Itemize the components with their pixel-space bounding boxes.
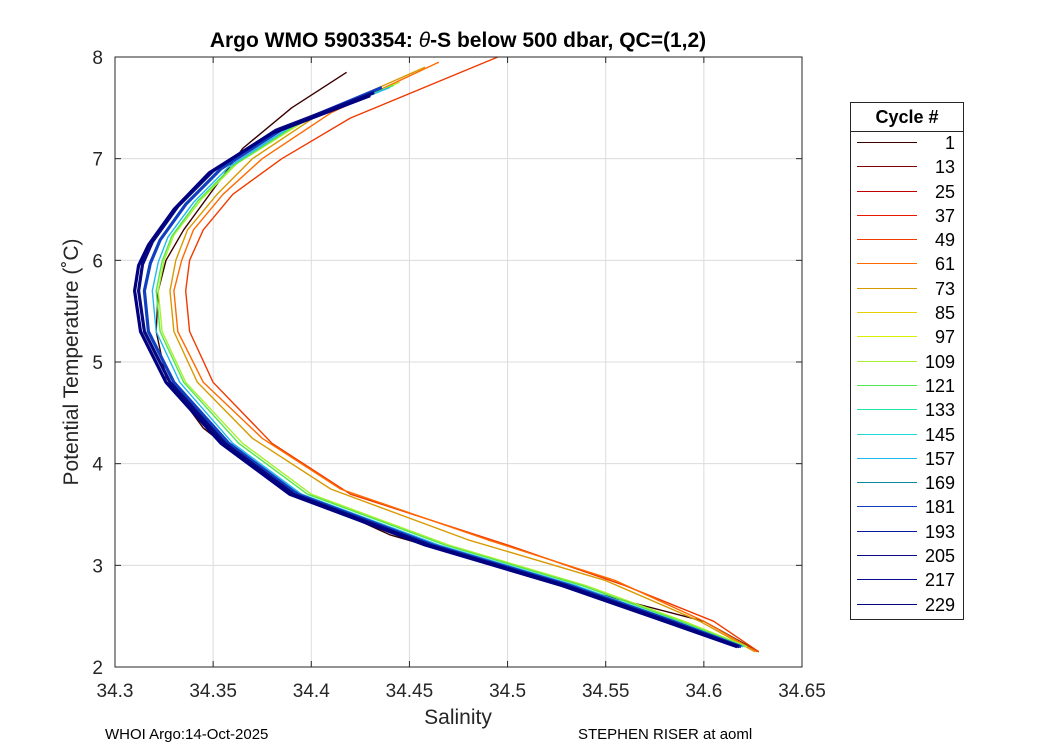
legend-entry-1: 1 [851,132,963,156]
legend-swatch [857,603,917,605]
legend-label: 73 [934,278,955,299]
legend-entry-133: 133 [851,399,963,423]
series-line-cycle-157 [151,86,744,648]
legend-label: 109 [924,351,955,372]
legend-swatch [857,579,917,581]
x-tick-label: 34.4 [293,681,330,702]
legend-entry-73: 73 [851,278,963,302]
legend-label: 229 [924,594,955,615]
legend-swatch [857,555,917,557]
legend-label: 193 [924,521,955,542]
legend-label: 1 [944,133,955,153]
x-tick-label: 34.55 [582,681,630,702]
legend-entry-37: 37 [851,205,963,229]
legend-entry-157: 157 [851,448,963,472]
legend-label: 13 [934,157,955,178]
legend-label: 181 [924,497,955,518]
legend-entry-49: 49 [851,229,963,253]
legend-swatch [857,190,917,192]
series-line-cycle-49 [184,56,760,653]
legend-entry-85: 85 [851,302,963,326]
legend-swatch [857,166,917,168]
data-series [133,56,760,653]
legend-swatch [857,384,917,386]
x-tick-label: 34.65 [778,681,826,702]
legend-swatch [857,530,917,532]
legend-swatch [857,360,917,362]
y-tick-label: 5 [92,353,103,374]
series-line-cycle-205 [137,91,740,649]
legend-swatch [857,433,917,435]
legend: Cycle # 1 13 25 37 49 61 73 85 97 109 121 133 145 157… [850,102,964,620]
legend-items: 1 13 25 37 49 61 73 85 97 109 121 133 145 157 169 181 19… [851,132,963,618]
x-tick-label: 34.3 [97,681,134,702]
legend-swatch [857,239,917,241]
legend-entry-217: 217 [851,569,963,593]
legend-label: 49 [934,230,955,251]
y-tick-label: 4 [92,455,103,476]
legend-title: Cycle # [851,103,963,132]
x-tick-label: 34.6 [685,681,722,702]
legend-entry-25: 25 [851,181,963,205]
y-tick-label: 7 [92,150,103,171]
legend-swatch [857,312,917,314]
footer-left-text: WHOI Argo:14-Oct-2025 [105,726,269,743]
footer-right-text: STEPHEN RISER at aoml [578,726,753,743]
legend-swatch [857,263,917,265]
x-tick-label: 34.35 [189,681,237,702]
legend-swatch [857,287,917,289]
y-tick-label: 2 [92,658,103,679]
legend-label: 25 [934,181,955,202]
legend-label: 169 [924,473,955,494]
series-line-cycle-109 [157,81,748,648]
legend-entry-109: 109 [851,351,963,375]
legend-label: 61 [934,254,955,275]
chart-title: Argo WMO 5903354: θ-S below 500 dbar, QC… [210,29,706,52]
y-tick-label: 3 [92,556,103,577]
series-line-cycle-61 [173,61,758,653]
legend-entry-121: 121 [851,375,963,399]
legend-entry-145: 145 [851,424,963,448]
legend-entry-97: 97 [851,326,963,350]
legend-label: 157 [924,448,955,469]
legend-entry-181: 181 [851,496,963,520]
legend-entry-169: 169 [851,472,963,496]
y-axis-ticks: 2 3 4 5 6 7 8 [92,48,802,679]
legend-entry-61: 61 [851,253,963,277]
series-line-cycle-73 [169,66,756,653]
series-line-cycle-229 [133,94,738,649]
legend-entry-13: 13 [851,156,963,180]
legend-swatch [857,506,917,508]
legend-entry-229: 229 [851,594,963,618]
y-tick-label: 8 [92,48,103,69]
x-axis-ticks: 34.3 34.35 34.4 34.45 34.5 34.55 34.6 34.65 [97,57,826,702]
legend-swatch [857,457,917,459]
legend-swatch [857,336,917,338]
series-line-cycle-121 [155,84,746,648]
x-axis-label: Salinity [424,706,492,729]
legend-label: 37 [934,205,955,226]
legend-label: 133 [924,400,955,421]
legend-label: 205 [924,546,955,567]
series-line-cycle-181 [142,86,742,649]
y-tick-label: 6 [92,251,103,272]
legend-swatch [857,142,917,143]
legend-label: 145 [924,424,955,445]
legend-entry-193: 193 [851,521,963,545]
legend-swatch [857,214,917,216]
legend-label: 97 [934,327,955,348]
legend-swatch [857,409,917,411]
y-axis-label: Potential Temperature (˚C) [60,238,83,485]
legend-entry-205: 205 [851,545,963,569]
x-tick-label: 34.5 [489,681,526,702]
grid-lines [114,56,803,668]
legend-swatch [857,482,917,484]
legend-label: 85 [934,303,955,324]
legend-label: 121 [924,375,955,396]
legend-label: 217 [924,570,955,591]
x-tick-label: 34.45 [386,681,434,702]
